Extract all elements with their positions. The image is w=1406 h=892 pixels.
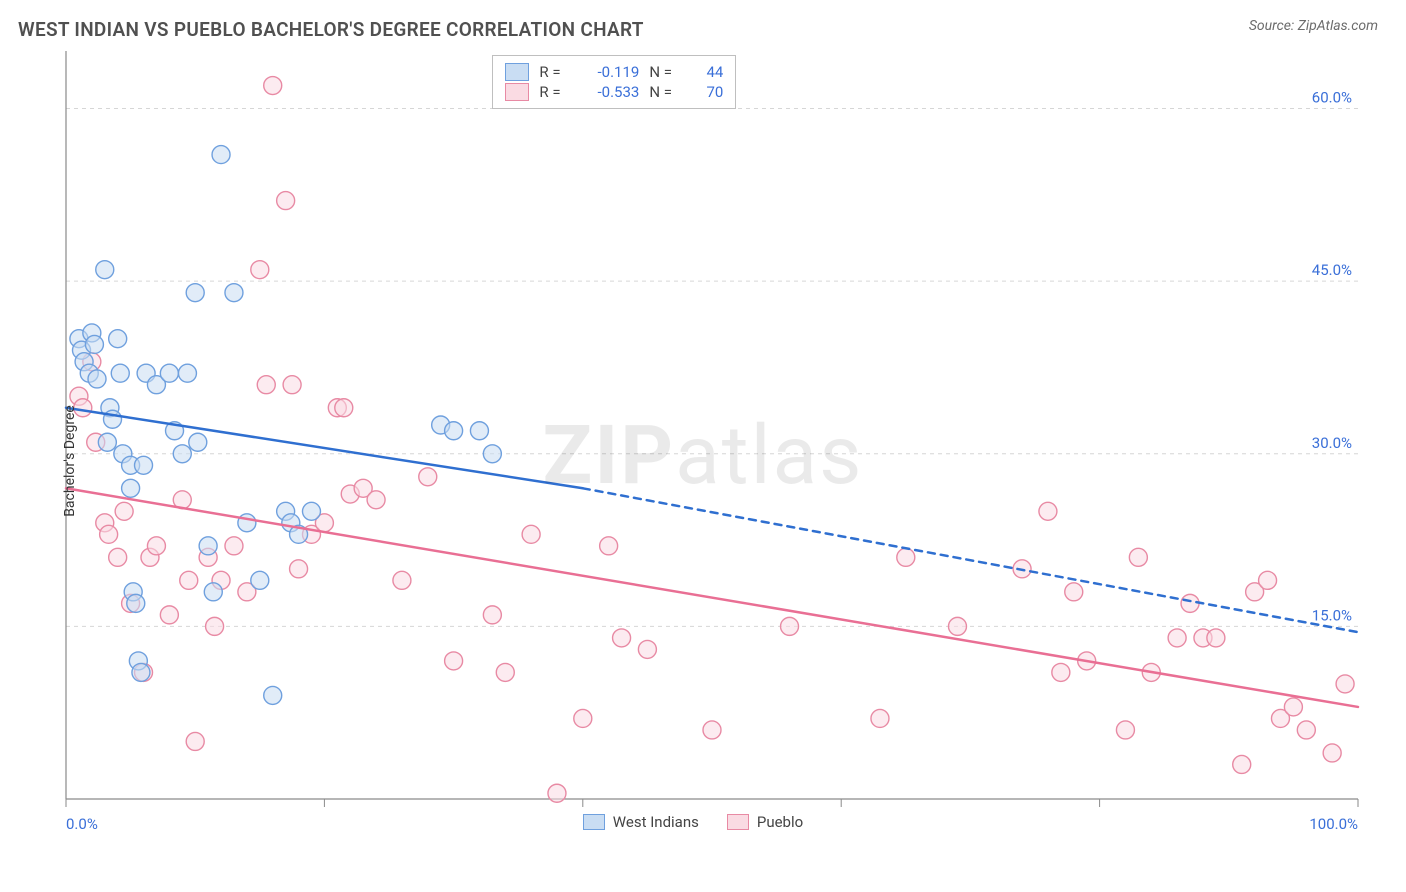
legend-n-value: 44 <box>689 63 723 81</box>
legend-r-value: -0.533 <box>579 83 639 101</box>
legend-swatch <box>505 83 529 101</box>
y-tick-label: 45.0% <box>1312 261 1352 279</box>
correlation-legend: R = -0.119 N = 44 R = -0.533 N = 70 <box>492 55 736 109</box>
x-tick-label: 0.0% <box>66 815 98 833</box>
y-tick-label: 30.0% <box>1312 434 1352 452</box>
y-tick-label: 15.0% <box>1312 606 1352 624</box>
legend-swatch <box>583 814 605 830</box>
legend-item: Pueblo <box>727 813 803 831</box>
chart-container: Bachelor's Degree 15.0% 30.0% 45.0% 60.0% 0.… <box>18 51 1388 871</box>
source-attribution: Source: ZipAtlas.com <box>1249 18 1378 34</box>
legend-row: R = -0.119 N = 44 <box>505 62 723 82</box>
chart-title: WEST INDIAN VS PUEBLO BACHELOR'S DEGREE … <box>18 18 644 41</box>
legend-n-value: 70 <box>689 83 723 101</box>
legend-row: R = -0.533 N = 70 <box>505 82 723 102</box>
x-tick-label: 100.0% <box>1309 815 1358 833</box>
legend-n-label: N = <box>649 63 679 81</box>
legend-swatch <box>505 63 529 81</box>
legend-r-label: R = <box>539 83 569 101</box>
y-axis-label: Bachelor's Degree <box>62 405 78 517</box>
legend-label: West Indians <box>613 813 699 831</box>
legend-swatch <box>727 814 749 830</box>
legend-n-label: N = <box>649 83 679 101</box>
legend-r-label: R = <box>539 63 569 81</box>
legend-label: Pueblo <box>757 813 803 831</box>
y-tick-label: 60.0% <box>1312 89 1352 107</box>
legend-item: West Indians <box>583 813 699 831</box>
scatter-chart: 15.0% 30.0% 45.0% 60.0% 0.0% 100.0% <box>18 51 1388 871</box>
series-legend: West Indians Pueblo <box>583 813 803 831</box>
legend-r-value: -0.119 <box>579 63 639 81</box>
